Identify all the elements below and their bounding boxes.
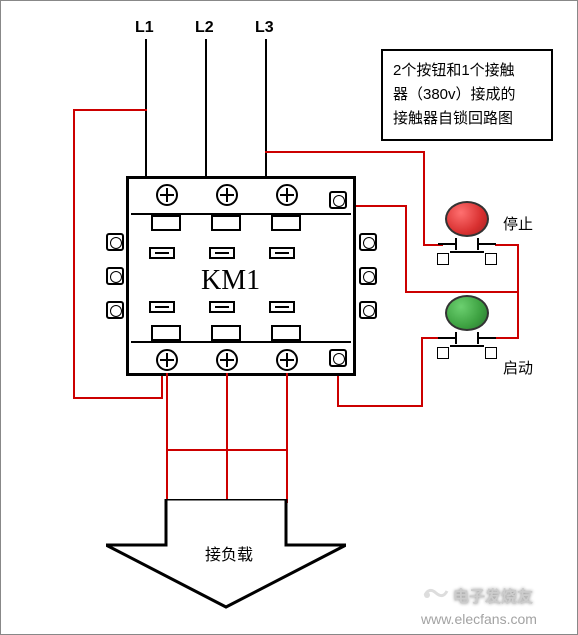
slot-t2 [209, 247, 235, 259]
termblock-top-2 [211, 215, 241, 231]
termblock-top-1 [151, 215, 181, 231]
side-term-l2 [106, 267, 124, 285]
start-button-body [438, 332, 496, 348]
stop-button-body [438, 238, 496, 254]
contactor-label: KM1 [201, 265, 260, 297]
screw-bot-1 [156, 349, 178, 371]
wire-control-tap [265, 151, 425, 153]
stop-contact-l [437, 253, 449, 265]
wire-to-start-right [495, 337, 519, 339]
slot-b1 [149, 301, 175, 313]
aux-screw-top-right [329, 191, 347, 209]
contactor-divider-bot [131, 341, 351, 343]
wire-control-down1 [423, 151, 425, 246]
legend-line2: 器（380v）接成的 [393, 83, 541, 107]
start-contact-l [437, 347, 449, 359]
screw-top-3 [276, 184, 298, 206]
start-label: 启动 [503, 357, 533, 378]
side-term-l1 [106, 233, 124, 251]
stop-label: 停止 [503, 213, 533, 234]
side-term-r2 [359, 267, 377, 285]
slot-b2 [209, 301, 235, 313]
side-term-l3 [106, 301, 124, 319]
wire-out-2 [226, 373, 228, 503]
screw-bot-3 [276, 349, 298, 371]
legend-box: 2个按钮和1个接触 器（380v）接成的 接触器自锁回路图 [381, 49, 553, 141]
wire-l3-in [265, 39, 267, 191]
watermark-site: www.elecfans.com [421, 611, 537, 627]
aux-screw-bot-right [329, 349, 347, 367]
label-l3: L3 [255, 19, 274, 37]
wire-a2-return-h2 [73, 397, 163, 399]
logo-icon [421, 583, 451, 612]
stop-contact-r [485, 253, 497, 265]
wire-stop-out-h [495, 244, 519, 246]
screw-top-1 [156, 184, 178, 206]
side-term-r1 [359, 233, 377, 251]
wire-a2-return-v [73, 109, 75, 399]
load-label: 接负载 [199, 539, 259, 567]
watermark-logo-text: 电子发烧友 [453, 583, 533, 607]
slot-b3 [269, 301, 295, 313]
termblock-bot-3 [271, 325, 301, 341]
legend-line3: 接触器自锁回路图 [393, 107, 541, 131]
side-term-r3 [359, 301, 377, 319]
termblock-bot-1 [151, 325, 181, 341]
legend-line1: 2个按钮和1个接触 [393, 59, 541, 83]
wire-start-out-v [421, 337, 423, 407]
wire-out-1 [166, 373, 168, 503]
wire-to-coil-h [337, 405, 423, 407]
label-l2: L2 [195, 19, 214, 37]
screw-top-2 [216, 184, 238, 206]
slot-t3 [269, 247, 295, 259]
wire-selflock-h1 [405, 291, 519, 293]
termblock-top-3 [271, 215, 301, 231]
slot-t1 [149, 247, 175, 259]
wire-l2-in [205, 39, 207, 191]
start-button-cap [445, 295, 489, 331]
wire-selflock-v1 [405, 205, 407, 293]
wire-out-3 [286, 373, 288, 503]
screw-bot-2 [216, 349, 238, 371]
wire-out-bus [166, 449, 288, 451]
wire-l1-in [145, 39, 147, 191]
label-l1: L1 [135, 19, 154, 37]
wire-a2-return-h1 [73, 109, 147, 111]
termblock-bot-2 [211, 325, 241, 341]
start-contact-r [485, 347, 497, 359]
stop-button-cap [445, 201, 489, 237]
